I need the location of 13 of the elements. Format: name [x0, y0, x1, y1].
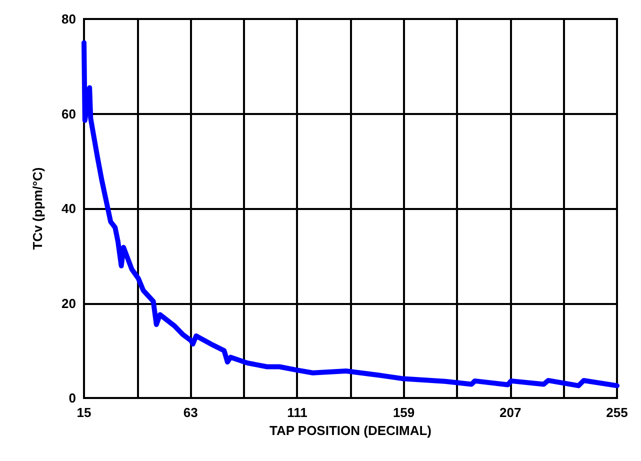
y-tick-label: 60 [62, 106, 76, 122]
x-tick-label: 159 [392, 405, 415, 420]
y-tick-label: 0 [68, 390, 76, 406]
x-tick-label: 15 [76, 405, 92, 420]
y-tick-label: 40 [62, 201, 76, 216]
x-axis-title: TAP POSITION (DECIMAL) [269, 422, 432, 438]
x-tick-label: 207 [500, 405, 522, 420]
x-tick-label: 255 [606, 405, 628, 420]
y-tick-label: 80 [62, 12, 76, 26]
x-tick-label: 111 [287, 405, 308, 420]
y-axis-title: TCv (ppm/°C) [30, 167, 45, 250]
x-tick-label: 63 [183, 405, 198, 420]
y-tick-label: 20 [62, 296, 76, 311]
